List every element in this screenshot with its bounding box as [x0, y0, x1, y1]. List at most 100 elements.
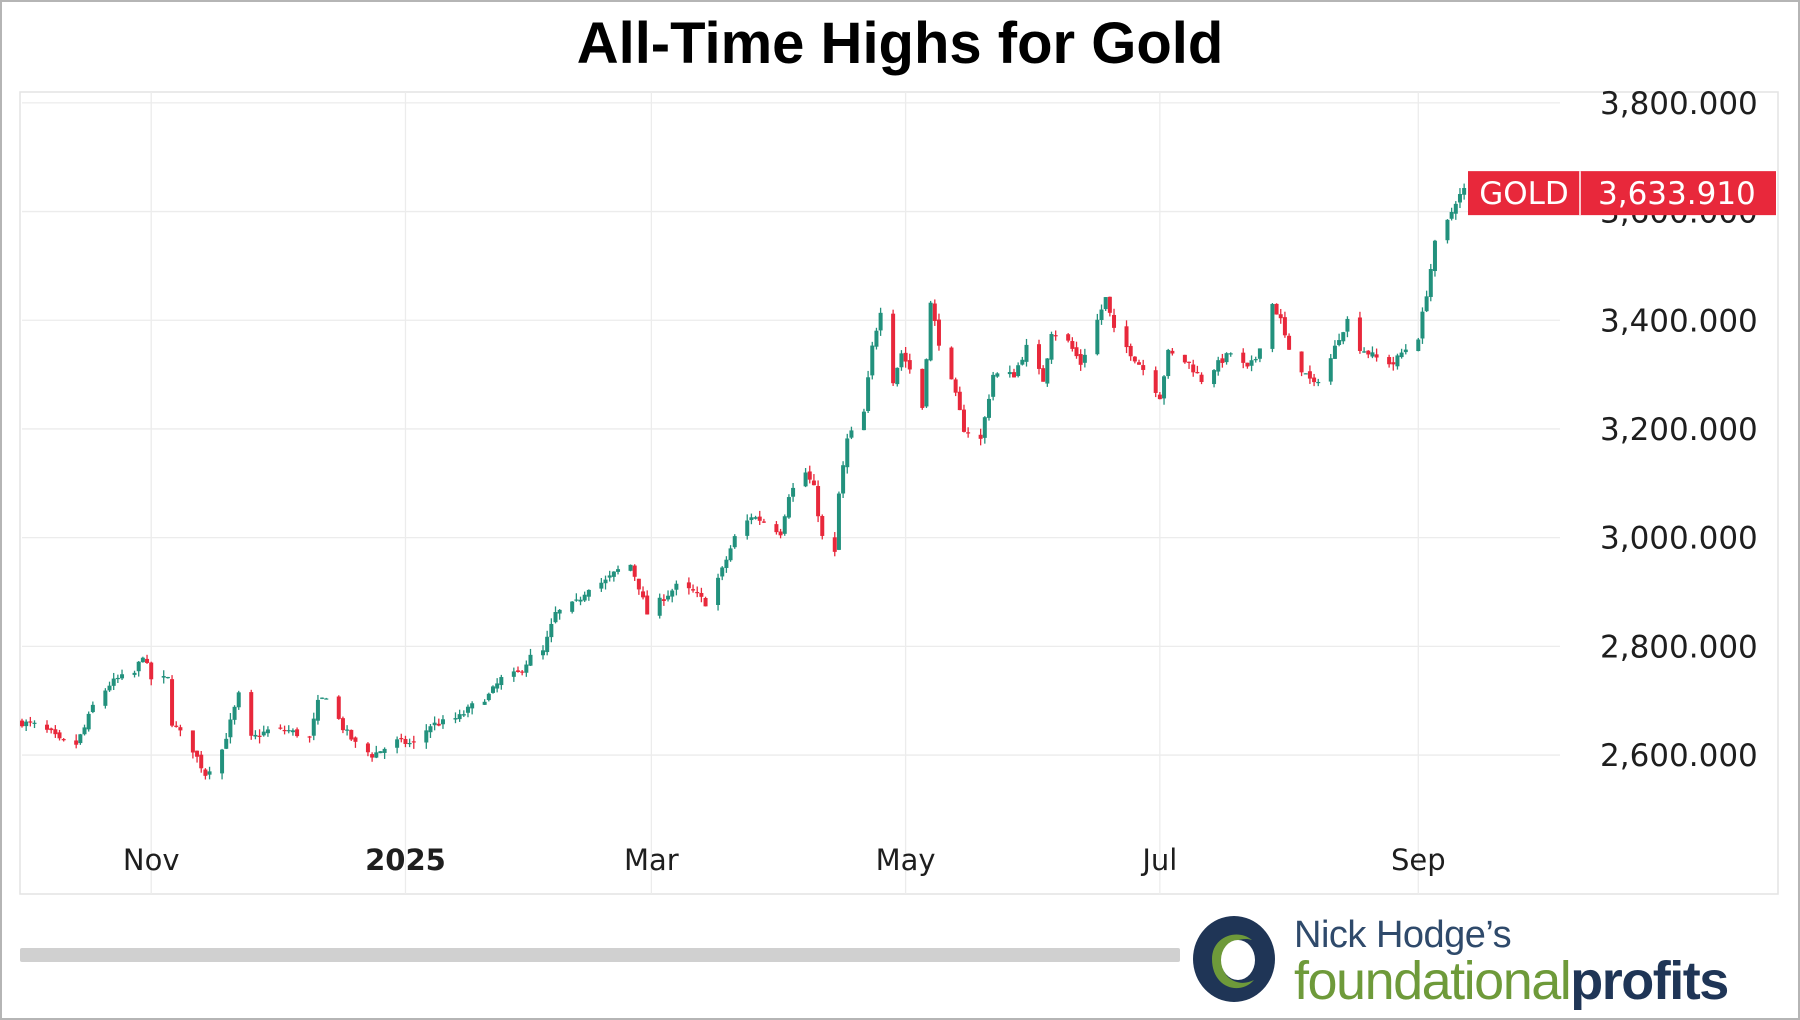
- candle: [407, 738, 412, 748]
- candle: [1241, 348, 1246, 369]
- candle-body: [1107, 296, 1112, 313]
- candle-body: [1020, 359, 1025, 365]
- candle-body: [628, 564, 633, 571]
- candle: [528, 648, 533, 667]
- x-axis: Nov 2025 Mar May Jul Sep: [123, 843, 1446, 877]
- candle: [895, 367, 900, 387]
- candle: [1303, 373, 1308, 375]
- candle: [486, 692, 491, 702]
- candle-body: [1036, 344, 1041, 369]
- candle-body: [190, 730, 195, 753]
- candle-body: [749, 517, 754, 521]
- candle: [436, 718, 441, 727]
- candle: [657, 593, 662, 619]
- candle-body: [428, 726, 433, 733]
- candle: [53, 725, 58, 738]
- plot-border: [19, 91, 1779, 895]
- candle: [345, 725, 350, 736]
- candle-body: [1137, 362, 1142, 365]
- candle: [320, 697, 325, 700]
- candle-body: [961, 409, 966, 432]
- candle: [1341, 331, 1346, 345]
- candle-body: [1024, 344, 1029, 362]
- candle: [1245, 362, 1250, 369]
- candle-body: [670, 590, 675, 597]
- brand-wordmark-foundational: foundational: [1294, 951, 1572, 1011]
- candle-body: [807, 471, 812, 480]
- candle-body: [265, 729, 270, 734]
- candle: [49, 727, 54, 734]
- candle: [611, 571, 616, 582]
- candle-body: [53, 729, 58, 735]
- y-axis: 2,600.000 2,800.000 3,000.000 3,200.000 3,40…: [1600, 86, 1758, 774]
- candle-body: [232, 706, 237, 720]
- candle: [807, 465, 812, 484]
- candle: [1078, 349, 1083, 371]
- candle-body: [549, 623, 554, 638]
- candle-body: [161, 676, 166, 678]
- candle: [1387, 354, 1392, 368]
- candle-body: [982, 417, 987, 438]
- candle: [349, 729, 354, 742]
- chart-title: All-Time Highs for Gold: [576, 11, 1224, 76]
- price-tag: GOLD 3,633.910: [1468, 171, 1776, 216]
- candle-body: [920, 368, 925, 408]
- candle-body: [515, 670, 520, 672]
- candle-body: [1249, 360, 1254, 366]
- candle: [1153, 366, 1158, 398]
- candle: [1420, 307, 1425, 344]
- candle: [891, 309, 896, 386]
- candle: [607, 570, 612, 582]
- candle-body: [924, 359, 929, 407]
- candle-body: [686, 582, 691, 589]
- candle: [136, 661, 141, 677]
- candle: [1432, 239, 1437, 277]
- candle-body: [253, 734, 258, 737]
- candle: [749, 513, 754, 525]
- candle-body: [661, 599, 666, 601]
- candle-body: [582, 594, 587, 601]
- candle-body: [440, 719, 445, 725]
- candle: [1195, 365, 1200, 374]
- candle-body: [1424, 296, 1429, 312]
- candle-body: [1049, 334, 1054, 360]
- candle-body: [578, 599, 583, 602]
- candle: [545, 630, 550, 656]
- candle-body: [557, 609, 562, 614]
- candle: [1024, 338, 1029, 367]
- candle: [578, 596, 583, 606]
- candle: [724, 556, 729, 573]
- candle-body: [1428, 269, 1433, 297]
- candle: [315, 694, 320, 725]
- candle: [982, 416, 987, 444]
- candle-body: [895, 367, 900, 385]
- candle: [411, 735, 416, 749]
- y-tick-label: 3,000.000: [1600, 521, 1758, 557]
- candle-body: [1312, 377, 1317, 383]
- candle-body: [1128, 345, 1133, 357]
- candle-body: [1157, 394, 1162, 400]
- candle-body: [1449, 211, 1454, 219]
- candle: [924, 358, 929, 409]
- candle-body: [120, 674, 125, 679]
- candle-body: [74, 740, 79, 745]
- candle-body: [1270, 304, 1275, 349]
- candle-body: [803, 472, 808, 487]
- chart-scrollbar[interactable]: [20, 948, 1180, 962]
- candle: [816, 480, 821, 523]
- candle: [253, 730, 258, 740]
- candle: [1182, 354, 1187, 364]
- candle: [936, 313, 941, 351]
- candle: [32, 720, 37, 729]
- candle: [1128, 343, 1133, 361]
- candle: [803, 468, 808, 488]
- candle-body: [49, 728, 54, 731]
- x-tick-label: 2025: [365, 843, 446, 877]
- candle-body: [878, 312, 883, 331]
- candle: [203, 768, 208, 780]
- candle: [236, 690, 241, 710]
- candle: [1016, 362, 1021, 378]
- candle-body: [249, 692, 254, 736]
- candle-body: [1399, 352, 1404, 358]
